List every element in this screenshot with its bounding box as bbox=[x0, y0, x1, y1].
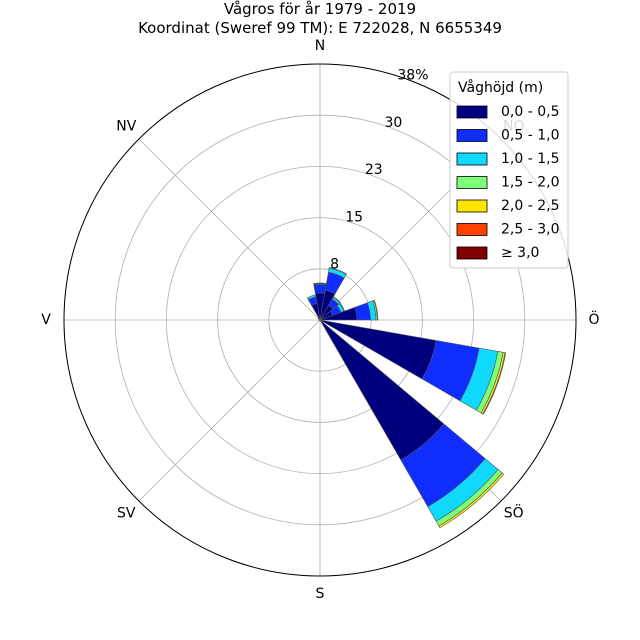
direction-label-3: SV bbox=[117, 506, 136, 522]
sector-140-bin-4 bbox=[438, 472, 505, 529]
legend-title: Våghöjd (m) bbox=[458, 79, 543, 96]
legend-swatch-4 bbox=[456, 199, 488, 213]
sector-20-bin-3 bbox=[328, 267, 348, 275]
direction-label-1: NV bbox=[116, 118, 136, 134]
grid-spoke-3 bbox=[138, 319, 321, 502]
sector-0-bin-1 bbox=[313, 283, 327, 294]
grid-spoke-1 bbox=[138, 138, 321, 321]
legend-swatch-6 bbox=[456, 246, 488, 260]
sector-80-bin-4 bbox=[373, 299, 379, 321]
radial-tick-3: 30 bbox=[384, 115, 402, 131]
legend-frame bbox=[449, 71, 569, 269]
legend-entry-4: 2,0 - 2,5 bbox=[501, 198, 559, 214]
outer-frame bbox=[63, 63, 577, 577]
legend: Våghöjd (m) 0,0 - 0,5 0,5 - 1,0 1,0 - 1,5 1… bbox=[449, 71, 569, 269]
legend-entry-6: ≥ 3,0 bbox=[501, 245, 539, 261]
legend-entry-1: 0,5 - 1,0 bbox=[501, 128, 559, 144]
legend-swatch-0 bbox=[456, 105, 488, 119]
legend-swatch-3 bbox=[456, 176, 488, 189]
legend-swatch-5 bbox=[456, 223, 488, 236]
radial-tick-0: 8 bbox=[330, 257, 339, 273]
legend-entry-2: 1,0 - 1,5 bbox=[501, 151, 559, 167]
chart-title-line1: Vågros för år 1979 - 2019 bbox=[224, 0, 416, 18]
radial-tick-labels: 8 15 23 30 38% bbox=[330, 67, 428, 272]
direction-label-6: Ö bbox=[588, 310, 599, 328]
legend-entry-5: 2,5 - 3,0 bbox=[501, 222, 559, 238]
direction-label-2: V bbox=[41, 312, 51, 328]
radial-tick-1: 15 bbox=[345, 209, 363, 225]
sector-110-bin-5 bbox=[482, 352, 507, 415]
legend-entry-3: 1,5 - 2,0 bbox=[501, 175, 559, 191]
direction-label-4: S bbox=[316, 586, 325, 602]
chart-title-line2: Koordinat (Sweref 99 TM): E 722028, N 66… bbox=[138, 19, 502, 37]
direction-label-0: N bbox=[315, 38, 325, 54]
direction-label-5: SÖ bbox=[504, 504, 524, 522]
sector-340-bin-2 bbox=[306, 294, 317, 300]
wave-sectors bbox=[306, 267, 507, 529]
radial-tick-4: 38% bbox=[397, 67, 428, 83]
legend-entry-0: 0,0 - 0,5 bbox=[501, 104, 559, 120]
legend-swatch-1 bbox=[456, 129, 488, 142]
legend-swatch-2 bbox=[456, 152, 488, 166]
radial-tick-2: 23 bbox=[365, 162, 383, 178]
